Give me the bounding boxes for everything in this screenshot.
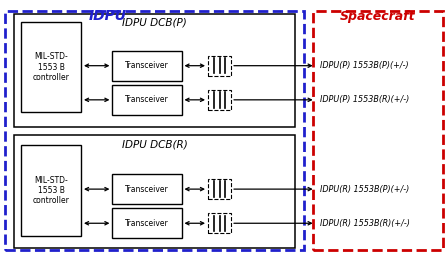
Bar: [313, 11, 443, 250]
Text: IDPU DCB(P): IDPU DCB(P): [122, 18, 187, 28]
Bar: [14, 135, 296, 248]
Bar: [208, 213, 231, 233]
Bar: [21, 145, 81, 236]
Text: Transceiver: Transceiver: [125, 185, 169, 194]
Bar: [5, 11, 304, 250]
Text: Spacecraft: Spacecraft: [340, 10, 416, 23]
Text: IDPU(P) 1553B(R)(+/-): IDPU(P) 1553B(R)(+/-): [320, 95, 409, 104]
Bar: [208, 179, 231, 199]
Text: Transceiver: Transceiver: [125, 95, 169, 104]
Text: MIL-STD-
1553 B
controller: MIL-STD- 1553 B controller: [33, 176, 69, 205]
Text: MIL-STD-
1553 B
controller: MIL-STD- 1553 B controller: [33, 52, 69, 82]
Text: IDPU: IDPU: [89, 9, 127, 23]
Text: IDPU(R) 1553B(P)(+/-): IDPU(R) 1553B(P)(+/-): [320, 185, 409, 194]
Text: IDPU(R) 1553B(R)(+/-): IDPU(R) 1553B(R)(+/-): [320, 219, 410, 228]
Bar: [112, 174, 181, 204]
Bar: [14, 14, 296, 127]
Text: Transceiver: Transceiver: [125, 61, 169, 70]
Bar: [21, 22, 81, 112]
Bar: [112, 51, 181, 81]
Bar: [208, 56, 231, 76]
Text: IDPU(P) 1553B(P)(+/-): IDPU(P) 1553B(P)(+/-): [320, 61, 409, 70]
Text: Transceiver: Transceiver: [125, 219, 169, 228]
Bar: [112, 208, 181, 238]
Bar: [208, 90, 231, 110]
Bar: [112, 85, 181, 115]
Text: IDPU DCB(R): IDPU DCB(R): [122, 140, 188, 150]
